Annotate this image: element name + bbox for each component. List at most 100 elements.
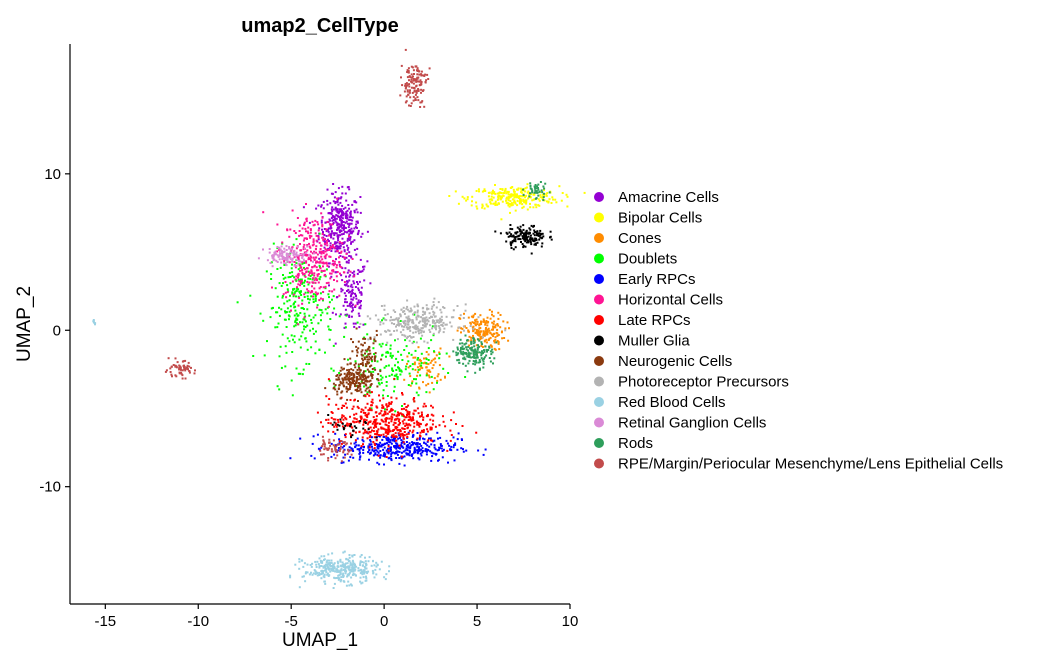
data-point (354, 362, 357, 365)
data-point (433, 439, 436, 442)
data-point (276, 254, 279, 257)
data-point (484, 323, 487, 326)
data-point (516, 188, 519, 191)
data-point (402, 446, 405, 449)
data-point (323, 242, 326, 245)
data-point (329, 225, 332, 228)
data-point (169, 367, 172, 370)
data-point (340, 225, 343, 228)
data-point (433, 350, 435, 353)
data-point (348, 235, 350, 238)
data-point (411, 76, 414, 79)
data-point (363, 370, 365, 373)
data-point (329, 444, 332, 447)
data-point (391, 438, 394, 441)
data-point (371, 445, 373, 448)
data-point (309, 231, 312, 234)
data-point (327, 566, 329, 569)
data-point (362, 423, 365, 426)
data-point (355, 426, 358, 429)
data-point (412, 356, 415, 359)
data-point (327, 418, 330, 421)
data-point (537, 204, 540, 207)
data-point (187, 368, 189, 371)
data-point (309, 255, 312, 258)
data-point (336, 454, 339, 457)
legend-marker (594, 253, 604, 264)
data-point (405, 95, 408, 98)
data-point (439, 378, 442, 381)
data-point (401, 333, 404, 336)
data-point (404, 425, 407, 427)
data-point (381, 414, 384, 417)
data-point (307, 226, 310, 229)
data-point (344, 322, 347, 325)
data-point (309, 564, 312, 566)
data-point (351, 216, 354, 219)
data-point (328, 262, 331, 265)
data-point (469, 352, 472, 355)
data-point (367, 428, 370, 431)
data-point (349, 274, 352, 277)
data-point (368, 420, 371, 423)
data-point (504, 327, 507, 330)
data-point (482, 366, 485, 369)
data-point (476, 330, 478, 333)
data-point (435, 306, 438, 309)
data-point (286, 228, 289, 231)
data-point (340, 233, 343, 236)
data-point (357, 400, 359, 402)
data-point (558, 185, 561, 188)
data-point (407, 323, 410, 326)
data-point (344, 326, 347, 329)
data-point (372, 370, 375, 373)
data-point (472, 356, 475, 359)
data-point (302, 318, 305, 321)
data-point (426, 308, 429, 311)
data-point (439, 328, 442, 331)
data-point (334, 444, 337, 447)
data-point (332, 232, 335, 235)
data-point (347, 567, 350, 569)
data-point (361, 354, 364, 357)
data-point (435, 328, 437, 331)
data-point (364, 567, 367, 570)
data-point (348, 188, 351, 191)
legend-label: Red Blood Cells (618, 394, 726, 411)
data-point (388, 570, 390, 573)
data-point (343, 358, 346, 361)
data-point (395, 439, 398, 442)
data-point (413, 446, 416, 449)
data-point (370, 357, 372, 360)
data-point (403, 434, 406, 437)
data-point (339, 265, 341, 268)
data-point (340, 407, 343, 409)
data-point (428, 67, 431, 70)
data-point (483, 340, 486, 343)
data-point (345, 584, 348, 587)
data-point (292, 252, 295, 254)
data-point (391, 451, 394, 454)
data-point (368, 436, 371, 439)
data-point (370, 404, 373, 407)
data-point (336, 378, 339, 381)
data-point (530, 243, 533, 246)
data-point (420, 364, 423, 367)
data-point (348, 571, 351, 574)
data-point (346, 304, 349, 307)
data-point (473, 321, 475, 324)
data-point (382, 317, 385, 320)
data-point (352, 561, 355, 564)
data-point (320, 269, 323, 272)
data-point (343, 250, 346, 253)
legend-marker (594, 212, 604, 223)
data-point (425, 316, 428, 319)
data-point (300, 266, 303, 269)
data-point (304, 326, 307, 328)
data-point (349, 385, 352, 388)
data-point (329, 329, 332, 331)
data-point (326, 199, 329, 202)
data-point (467, 316, 470, 319)
data-point (324, 248, 327, 250)
data-point (405, 82, 408, 85)
